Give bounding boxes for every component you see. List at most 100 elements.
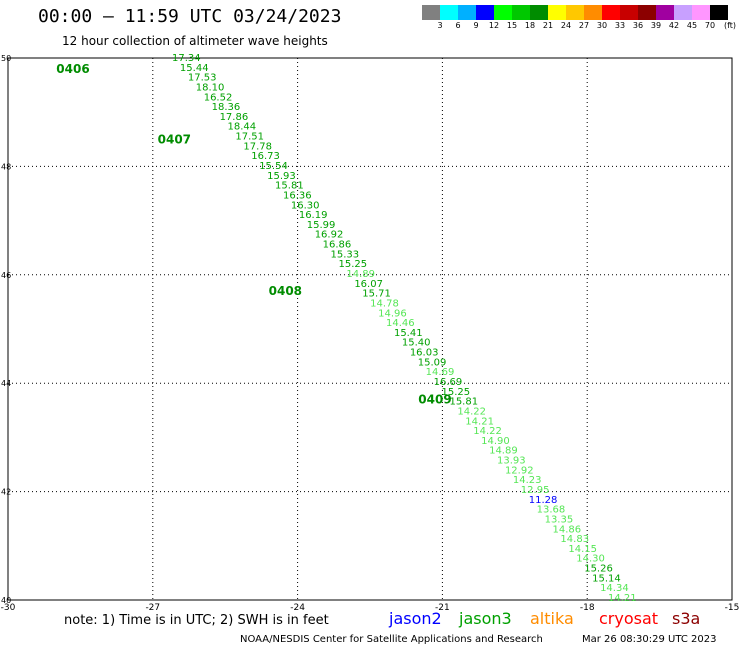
wave-height-value: 15.93 (267, 171, 296, 182)
pass-time-label: 0408 (269, 284, 302, 298)
x-tick-label: -15 (725, 603, 740, 613)
wave-height-value: 14.21 (608, 593, 637, 604)
wave-height-value: 14.15 (568, 544, 597, 555)
wave-height-value: 16.92 (315, 230, 344, 241)
wave-height-value: 18.10 (196, 82, 225, 93)
wave-height-value: 15.25 (442, 387, 471, 398)
wave-height-value: 14.86 (553, 524, 582, 535)
y-tick-label: 40 (1, 596, 11, 605)
legend-label: 15 (506, 21, 518, 30)
footnote: note: 1) Time is in UTC; 2) SWH is in fe… (64, 613, 329, 628)
legend-swatch (566, 5, 584, 20)
y-tick-label: 50 (1, 54, 11, 63)
wave-height-value: 14.30 (576, 554, 605, 565)
y-tick-label: 48 (1, 162, 11, 171)
y-tick-label: 44 (1, 379, 11, 388)
wave-height-value: 17.78 (243, 141, 272, 152)
satellite-s3a: s3a (672, 609, 701, 628)
wave-height-value: 15.81 (449, 397, 478, 408)
legend-swatch (512, 5, 530, 20)
map-title: 00:00 – 11:59 UTC 03/24/2023 (38, 6, 342, 27)
wave-height-value: 14.23 (513, 475, 542, 486)
legend-label: 33 (614, 21, 626, 30)
wave-height-value: 16.03 (410, 348, 439, 359)
wave-height-value: 14.89 (346, 269, 375, 280)
legend-swatch (602, 5, 620, 20)
wave-height-value: 15.09 (418, 357, 447, 368)
wave-height-value: 15.40 (402, 338, 431, 349)
legend-label: 45 (686, 21, 698, 30)
x-tick-label: -21 (435, 603, 450, 613)
legend-swatch (692, 5, 710, 20)
legend-label: 70 (704, 21, 716, 30)
wave-height-value: 13.93 (497, 456, 526, 467)
y-tick-label: 46 (1, 271, 11, 280)
wave-height-value: 16.07 (354, 279, 383, 290)
footer-timestamp: Mar 26 08:30:29 UTC 2023 (582, 634, 717, 645)
wave-height-value: 12.95 (521, 485, 550, 496)
legend-label: 21 (542, 21, 554, 30)
pass-time-label: 0409 (418, 392, 451, 406)
legend-swatch (674, 5, 692, 20)
legend-label: 42 (668, 21, 680, 30)
wave-height-value: 14.90 (481, 436, 510, 447)
wave-height-value: 14.69 (426, 367, 455, 378)
wave-height-value: 15.33 (331, 249, 360, 260)
x-tick-label: -30 (1, 603, 16, 613)
pass-time-label: 0406 (56, 62, 89, 76)
legend-swatch (638, 5, 656, 20)
footer-credit: NOAA/NESDIS Center for Satellite Applica… (240, 634, 543, 645)
legend-label: 24 (560, 21, 572, 30)
legend-label: 39 (650, 21, 662, 30)
satellite-jason3: jason3 (459, 609, 512, 628)
legend-label: 12 (488, 21, 500, 30)
legend-label: 9 (473, 21, 479, 30)
wave-height-value: 14.34 (600, 583, 629, 594)
wave-height-value: 16.30 (291, 200, 320, 211)
wave-height-value: 16.19 (299, 210, 328, 221)
legend-swatch (440, 5, 458, 20)
legend-swatch (548, 5, 566, 20)
legend-swatch (458, 5, 476, 20)
wave-height-value: 17.34 (172, 53, 201, 64)
color-scale-labels: 3 6 9 12 15 18 21 24 27 30 33 36 39 42 45 70 (ft) (422, 21, 740, 33)
wave-height-value: 13.35 (545, 514, 574, 525)
wave-height-value: 17.86 (220, 112, 249, 123)
wave-height-value: 16.52 (204, 92, 233, 103)
legend-swatch (656, 5, 674, 20)
wave-height-value: 11.28 (529, 495, 558, 506)
legend-swatch (494, 5, 512, 20)
wave-height-value: 13.68 (537, 505, 566, 516)
legend-swatch (710, 5, 728, 20)
wave-height-value: 15.44 (180, 63, 209, 74)
wave-height-value: 14.22 (473, 426, 502, 437)
wave-height-value: 18.44 (227, 122, 256, 133)
wave-height-value: 15.26 (584, 564, 613, 575)
legend-label: 18 (524, 21, 536, 30)
wave-height-value: 15.25 (338, 259, 367, 270)
pass-time-label: 0407 (158, 132, 191, 146)
legend-label: 3 (437, 21, 443, 30)
wave-height-value: 14.21 (465, 416, 494, 427)
wave-height-value: 14.96 (378, 308, 407, 319)
map-subtitle: 12 hour collection of altimeter wave hei… (62, 34, 328, 48)
satellite-jason2: jason2 (389, 609, 442, 628)
wave-height-value: 15.54 (259, 161, 288, 172)
wave-height-value: 15.81 (275, 181, 304, 192)
wave-height-value: 16.86 (323, 240, 352, 251)
legend-swatch (584, 5, 602, 20)
map-frame (7, 57, 733, 601)
wave-height-value: 18.36 (212, 102, 241, 113)
wave-height-value: 15.71 (362, 289, 391, 300)
x-tick-label: -18 (580, 603, 595, 613)
wave-height-value: 16.69 (434, 377, 463, 388)
satellite-altika: altika (530, 609, 574, 628)
legend-swatch (476, 5, 494, 20)
wave-height-value: 16.36 (283, 190, 312, 201)
wave-height-value: 14.46 (386, 318, 415, 329)
y-tick-label: 42 (1, 488, 11, 497)
wave-height-value: 15.99 (307, 220, 336, 231)
legend-label: 36 (632, 21, 644, 30)
wave-height-value: 14.78 (370, 298, 399, 309)
